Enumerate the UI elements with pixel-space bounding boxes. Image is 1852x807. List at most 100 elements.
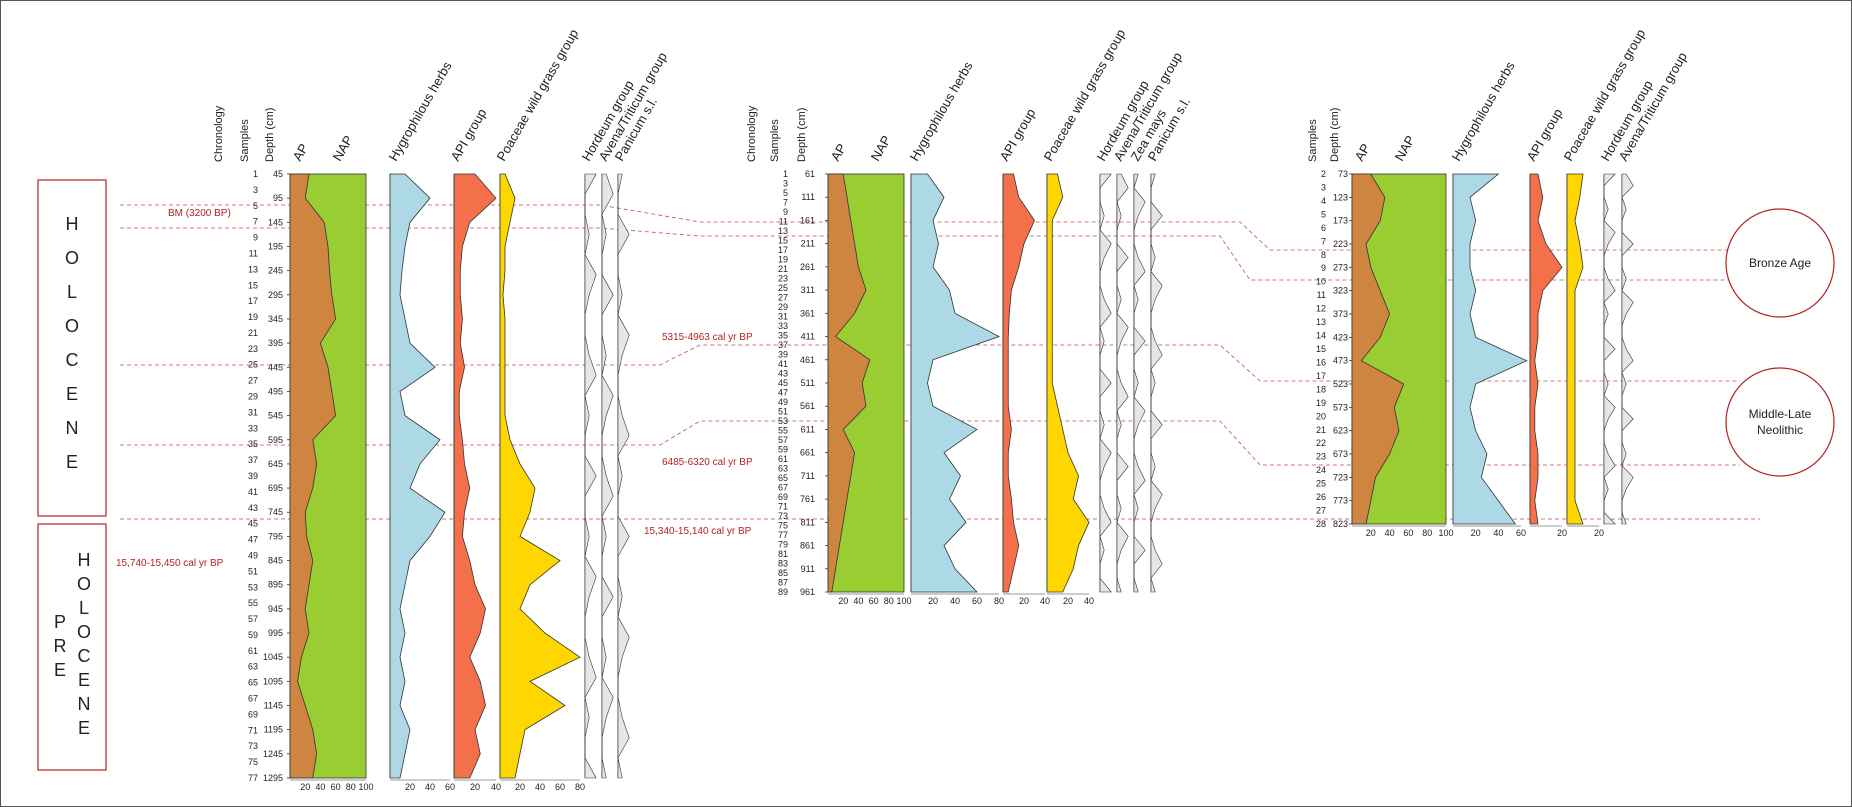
depth-tick: 561 bbox=[800, 401, 815, 411]
hygro-area bbox=[389, 173, 446, 779]
sample-tick: 81 bbox=[778, 549, 788, 559]
depth-tick: 1245 bbox=[263, 749, 283, 759]
depth-tick: 211 bbox=[801, 239, 815, 249]
header-nap: NAP bbox=[1392, 133, 1418, 164]
sample-tick: 41 bbox=[248, 487, 258, 497]
header-api: API group bbox=[997, 106, 1039, 164]
depth-tick: 773 bbox=[1333, 496, 1348, 506]
depth-tick: 223 bbox=[1333, 239, 1348, 249]
depth-tick: 73 bbox=[1338, 169, 1348, 179]
sample-tick: 3 bbox=[1321, 182, 1326, 192]
hordeum-area bbox=[584, 173, 597, 779]
correlation-line bbox=[120, 344, 1740, 382]
sample-tick: 23 bbox=[778, 274, 788, 284]
depth-tick: 261 bbox=[800, 262, 815, 272]
depth-tick: 445 bbox=[268, 362, 283, 372]
sample-tick: 73 bbox=[248, 741, 258, 751]
depth-tick: 345 bbox=[268, 314, 283, 324]
hygro-tick: 20 bbox=[1471, 528, 1481, 538]
epoch-preholocene-letter: N bbox=[78, 694, 91, 714]
epoch-preholocene-letter: C bbox=[78, 646, 91, 666]
sample-tick: 6 bbox=[1321, 223, 1326, 233]
sample-tick: 3 bbox=[253, 185, 258, 195]
epoch-holocene-letter: C bbox=[66, 350, 79, 370]
depth-tick: 1145 bbox=[264, 701, 283, 711]
neolithic-label-line1: Middle-Late bbox=[1749, 407, 1812, 421]
epoch-preholocene-letter: H bbox=[78, 550, 91, 570]
sample-tick: 29 bbox=[778, 302, 788, 312]
epoch-pre-letter: P bbox=[54, 612, 66, 632]
sample-tick: 43 bbox=[778, 369, 788, 379]
api-area bbox=[1002, 173, 1035, 593]
depth-tick: 1045 bbox=[263, 652, 283, 662]
depth-tick: 195 bbox=[268, 241, 283, 251]
depth-tick: 623 bbox=[1333, 426, 1348, 436]
sample-tick: 5 bbox=[253, 201, 258, 211]
sample-tick: 11 bbox=[1317, 290, 1326, 300]
sample-tick: 9 bbox=[1321, 263, 1326, 273]
hygro-tick: 40 bbox=[425, 782, 435, 792]
sample-tick: 20 bbox=[1316, 411, 1326, 421]
sample-tick: 12 bbox=[1316, 304, 1326, 314]
ap-nap-tick: 100 bbox=[896, 596, 911, 606]
ap-nap-tick: 100 bbox=[358, 782, 373, 792]
sample-tick: 15 bbox=[1316, 344, 1326, 354]
core-left: Chronology Samples Depth (cm) AP NAP Hygrophi… bbox=[213, 26, 670, 792]
epoch-holocene-letter: L bbox=[67, 282, 77, 302]
sample-tick: 13 bbox=[248, 264, 258, 274]
sample-tick: 22 bbox=[1316, 438, 1326, 448]
header-hygro: Hygrophilous herbs bbox=[386, 59, 455, 164]
bronze-age-circle bbox=[1725, 208, 1835, 318]
depth-tick: 945 bbox=[268, 604, 283, 614]
sample-tick: 18 bbox=[1316, 384, 1326, 394]
sample-tick: 37 bbox=[778, 340, 788, 350]
sample-tick: 41 bbox=[778, 359, 788, 369]
sample-tick: 77 bbox=[778, 530, 788, 540]
sample-tick: 53 bbox=[248, 582, 258, 592]
sample-tick: 27 bbox=[1316, 506, 1326, 516]
epoch-preholocene-letter: E bbox=[78, 670, 90, 690]
sample-tick: 47 bbox=[778, 388, 788, 398]
sample-tick: 17 bbox=[778, 245, 788, 255]
depth-tick: 111 bbox=[801, 192, 815, 202]
epoch-holocene-letter: H bbox=[66, 214, 79, 234]
depth-tick: 723 bbox=[1333, 472, 1348, 482]
api-tick: 40 bbox=[491, 782, 501, 792]
sample-tick: 21 bbox=[1316, 425, 1326, 435]
core-right: Samples Depth (cm) AP NAP Hygrophilous herbs… bbox=[1307, 26, 1690, 538]
epoch-pre-letter: R bbox=[54, 636, 67, 656]
depth-tick: 511 bbox=[801, 378, 815, 388]
sample-tick: 23 bbox=[248, 344, 258, 354]
sample-tick: 29 bbox=[248, 392, 258, 402]
api-tick: 20 bbox=[1019, 596, 1029, 606]
sample-tick: 53 bbox=[778, 416, 788, 426]
correlation-line bbox=[120, 227, 1740, 281]
depth-tick: 811 bbox=[801, 517, 815, 527]
sample-tick: 16 bbox=[1316, 357, 1326, 367]
ap-nap-tick: 80 bbox=[346, 782, 356, 792]
sample-tick: 69 bbox=[248, 709, 258, 719]
sample-tick: 71 bbox=[778, 502, 788, 512]
sample-tick: 5 bbox=[1321, 209, 1326, 219]
ap-area bbox=[827, 173, 871, 593]
depth-tick: 273 bbox=[1333, 262, 1348, 272]
poaceae-tick: 40 bbox=[535, 782, 545, 792]
sample-tick: 57 bbox=[778, 435, 788, 445]
depth-tick: 245 bbox=[268, 266, 283, 276]
bronze-age-label: Bronze Age bbox=[1749, 256, 1811, 270]
sample-tick: 59 bbox=[248, 630, 258, 640]
sample-tick: 31 bbox=[248, 407, 258, 417]
sample-tick: 87 bbox=[778, 578, 788, 588]
hygro-area bbox=[1452, 173, 1528, 525]
date-label-c4: 15,740-15,450 cal yr BP bbox=[116, 558, 224, 569]
sample-tick: 28 bbox=[1316, 519, 1326, 529]
depth-tick: 61 bbox=[805, 169, 815, 179]
poaceae-tick: 20 bbox=[1063, 596, 1073, 606]
date-label-c1: 5315-4963 cal yr BP bbox=[662, 332, 753, 343]
preholocene-box bbox=[37, 523, 107, 771]
depth-tick: 545 bbox=[268, 411, 283, 421]
ap-nap-tick: 80 bbox=[884, 596, 894, 606]
sample-tick: 83 bbox=[778, 559, 788, 569]
header-nap: NAP bbox=[330, 133, 356, 164]
sample-tick: 63 bbox=[778, 464, 788, 474]
